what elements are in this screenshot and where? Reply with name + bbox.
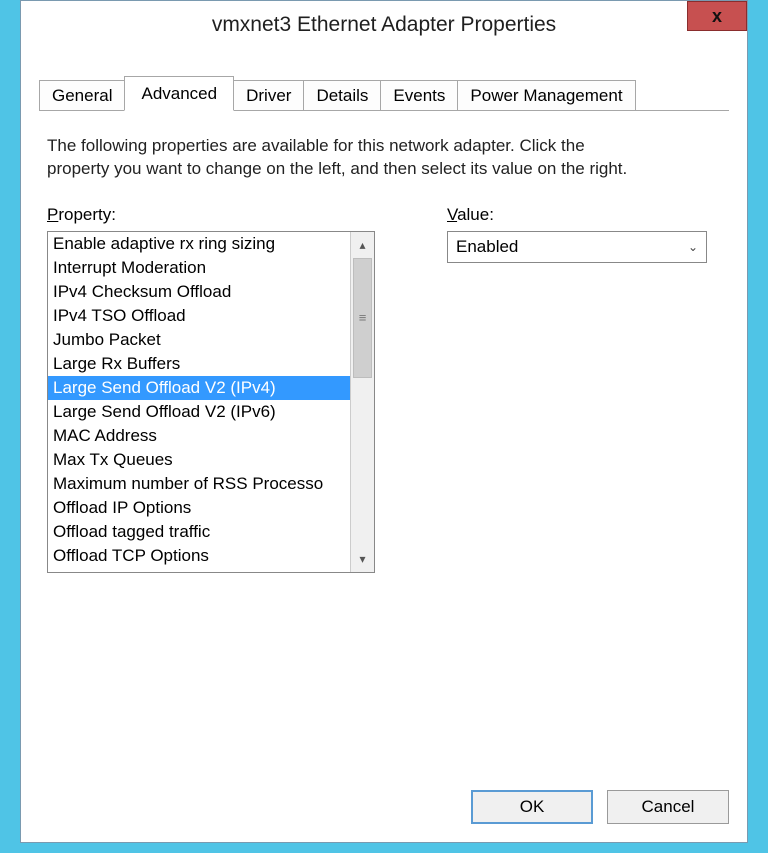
- list-item[interactable]: Maximum number of RSS Processo: [48, 472, 350, 496]
- list-item[interactable]: Offload tagged traffic: [48, 520, 350, 544]
- chevron-down-icon: ⌄: [688, 240, 698, 254]
- two-column-layout: Property: Enable adaptive rx ring sizing…: [47, 205, 721, 573]
- window-title: vmxnet3 Ethernet Adapter Properties: [212, 13, 556, 37]
- value-label-rest: alue:: [457, 205, 494, 224]
- chevron-up-icon: ▴: [359, 238, 365, 252]
- scroll-down-button[interactable]: ▾: [351, 546, 374, 572]
- titlebar: vmxnet3 Ethernet Adapter Properties x: [21, 1, 747, 49]
- tab-events[interactable]: Events: [380, 80, 458, 110]
- list-item[interactable]: Large Send Offload V2 (IPv4): [48, 376, 350, 400]
- list-item[interactable]: Offload TCP Options: [48, 544, 350, 568]
- value-label: Value:: [447, 205, 721, 225]
- list-item[interactable]: MAC Address: [48, 424, 350, 448]
- description-text: The following properties are available f…: [47, 135, 647, 181]
- tab-advanced[interactable]: Advanced: [124, 76, 234, 111]
- tab-details[interactable]: Details: [303, 80, 381, 110]
- cancel-button-label: Cancel: [642, 797, 695, 817]
- scroll-up-button[interactable]: ▴: [351, 232, 374, 258]
- close-icon: x: [712, 6, 722, 27]
- list-item[interactable]: IPv4 Checksum Offload: [48, 280, 350, 304]
- desktop-frame: vmxnet3 Ethernet Adapter Properties x Ge…: [0, 0, 768, 853]
- listbox-scrollbar[interactable]: ▴ ≡ ▾: [350, 232, 374, 572]
- list-item[interactable]: Large Rx Buffers: [48, 352, 350, 376]
- list-item[interactable]: Offload IP Options: [48, 496, 350, 520]
- list-item[interactable]: Enable adaptive rx ring sizing: [48, 232, 350, 256]
- scroll-grip-icon: ≡: [359, 316, 367, 320]
- ok-button[interactable]: OK: [471, 790, 593, 824]
- property-label-rest: roperty:: [58, 205, 116, 224]
- list-item[interactable]: Max Tx Queues: [48, 448, 350, 472]
- value-dropdown[interactable]: Enabled ⌄: [447, 231, 707, 263]
- property-listbox[interactable]: Enable adaptive rx ring sizingInterrupt …: [47, 231, 375, 573]
- property-column: Property: Enable adaptive rx ring sizing…: [47, 205, 387, 573]
- property-label: Property:: [47, 205, 387, 225]
- close-button[interactable]: x: [687, 1, 747, 31]
- ok-button-label: OK: [520, 797, 545, 817]
- list-item[interactable]: IPv4 TSO Offload: [48, 304, 350, 328]
- tab-power-management[interactable]: Power Management: [457, 80, 635, 110]
- tab-driver[interactable]: Driver: [233, 80, 304, 110]
- list-item[interactable]: Interrupt Moderation: [48, 256, 350, 280]
- cancel-button[interactable]: Cancel: [607, 790, 729, 824]
- value-column: Value: Enabled ⌄: [447, 205, 721, 573]
- tab-strip: GeneralAdvancedDriverDetailsEventsPower …: [39, 77, 729, 111]
- value-dropdown-text: Enabled: [456, 237, 518, 257]
- properties-dialog: vmxnet3 Ethernet Adapter Properties x Ge…: [20, 0, 748, 843]
- scroll-thumb[interactable]: ≡: [353, 258, 372, 378]
- list-item[interactable]: Jumbo Packet: [48, 328, 350, 352]
- dialog-button-row: OK Cancel: [21, 774, 747, 842]
- scroll-track[interactable]: ≡: [351, 258, 374, 546]
- tab-general[interactable]: General: [39, 80, 125, 110]
- list-item[interactable]: Large Send Offload V2 (IPv6): [48, 400, 350, 424]
- tab-strip-area: GeneralAdvancedDriverDetailsEventsPower …: [21, 49, 747, 111]
- tab-content-advanced: The following properties are available f…: [21, 111, 747, 774]
- property-list-items: Enable adaptive rx ring sizingInterrupt …: [48, 232, 350, 572]
- chevron-down-icon: ▾: [359, 552, 365, 566]
